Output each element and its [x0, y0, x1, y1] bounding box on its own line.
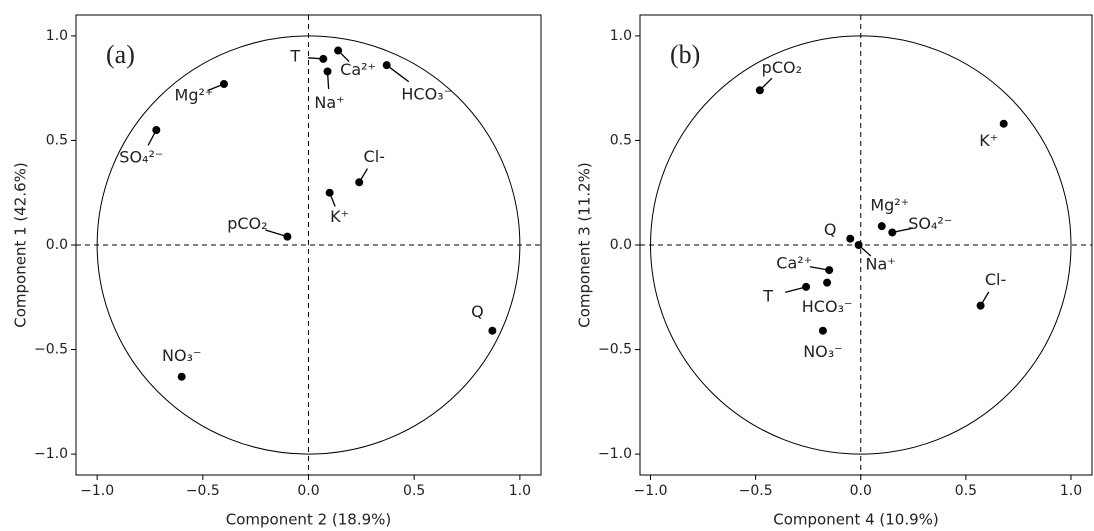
point-label: pCO₂ [762, 58, 802, 77]
x-tick-label: 0.0 [850, 483, 872, 499]
y-tick-label: −1.0 [34, 446, 68, 462]
y-tick-label: 1.0 [46, 28, 68, 44]
point [355, 178, 364, 187]
x-axis-label: Component 4 (10.9%) [773, 511, 939, 529]
point-label: T [762, 286, 773, 305]
x-tick-label: −0.5 [739, 483, 773, 499]
x-tick-label: 0.5 [955, 483, 977, 499]
point-label: Cl- [364, 147, 385, 166]
point-label: Na⁺ [866, 255, 896, 274]
y-axis-label: Component 3 (11.2%) [576, 162, 594, 328]
point [488, 326, 497, 335]
point [888, 228, 897, 237]
point [846, 234, 855, 243]
point [319, 54, 328, 63]
point [976, 301, 985, 310]
point-label: Ca²⁺ [340, 60, 376, 79]
y-tick-label: 0.5 [46, 132, 68, 148]
point-label: Cl- [985, 270, 1006, 289]
point-label: NO₃⁻ [803, 342, 842, 361]
point-label: K⁺ [979, 131, 998, 150]
point [177, 372, 186, 381]
point-label: Na⁺ [314, 93, 344, 112]
y-tick-label: −1.0 [598, 446, 632, 462]
point [382, 61, 391, 70]
point-label: HCO₃⁻ [401, 85, 452, 104]
point [854, 241, 863, 249]
x-tick-label: 1.0 [1060, 483, 1082, 499]
panel-label: (b) [670, 40, 700, 69]
x-tick-label: −0.5 [186, 483, 220, 499]
point-label: NO₃⁻ [162, 346, 201, 365]
y-tick-label: 0.5 [610, 132, 632, 148]
point-label: Q [471, 302, 484, 321]
point-label: SO₄²⁻ [119, 148, 163, 167]
point-label: HCO₃⁻ [802, 297, 853, 316]
point [219, 80, 228, 88]
x-tick-label: 1.0 [509, 483, 531, 499]
point [325, 188, 334, 197]
point-label: K⁺ [330, 207, 349, 226]
point [999, 119, 1008, 128]
point [755, 86, 764, 95]
point-label: T [289, 46, 300, 65]
point [152, 126, 161, 134]
x-tick-label: 0.0 [297, 483, 319, 499]
x-tick-label: −1.0 [80, 483, 114, 499]
y-axis-label: Component 1 (42.6%) [12, 162, 30, 328]
point [823, 278, 832, 287]
point [825, 266, 834, 275]
point-label: SO₄²⁻ [908, 214, 952, 233]
panel-label: (a) [106, 40, 135, 69]
point [818, 326, 827, 335]
x-axis-label: Component 2 (18.9%) [226, 511, 392, 529]
point-label: Mg²⁺ [175, 86, 214, 105]
point [283, 232, 292, 241]
leader-line [386, 64, 410, 83]
point-label: Mg²⁺ [870, 196, 909, 215]
x-tick-label: −1.0 [634, 483, 668, 499]
point [802, 282, 811, 291]
point-label: Q [824, 220, 837, 239]
x-tick-label: 0.5 [403, 483, 425, 499]
y-tick-label: 1.0 [610, 28, 632, 44]
point [877, 222, 886, 231]
y-tick-label: 0.0 [610, 237, 632, 253]
point-label: pCO₂ [227, 214, 267, 233]
y-tick-label: 0.0 [46, 237, 68, 253]
y-tick-label: −0.5 [598, 342, 632, 358]
y-tick-label: −0.5 [34, 342, 68, 358]
point-label: Ca²⁺ [776, 254, 812, 273]
point [323, 67, 332, 76]
point [334, 46, 343, 55]
